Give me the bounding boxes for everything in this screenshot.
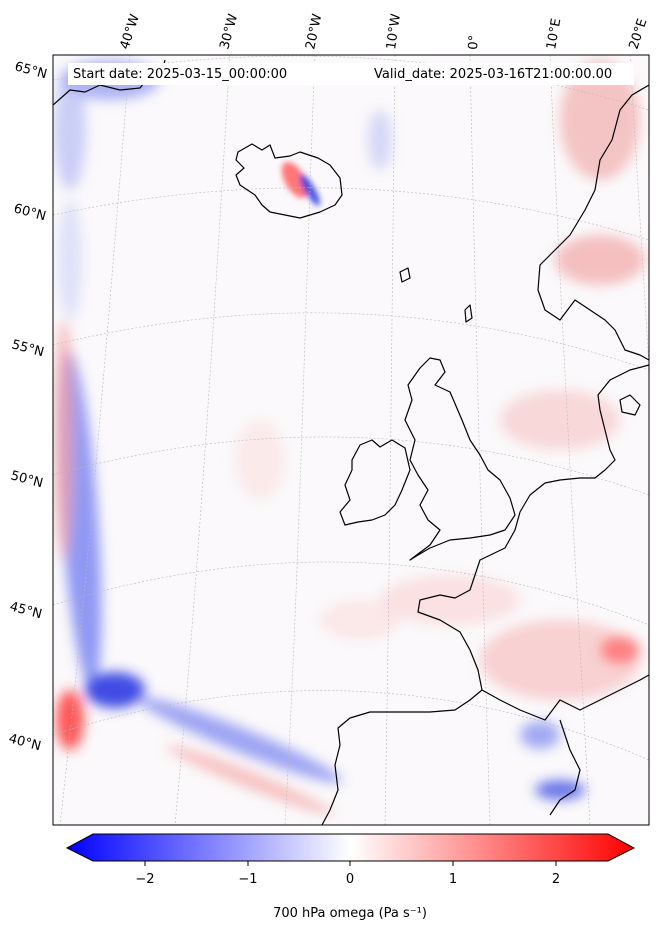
colorbar xyxy=(65,833,636,866)
lon-label: 40°W xyxy=(118,12,143,51)
sweden-lake-coast xyxy=(619,394,641,416)
britain-coast xyxy=(404,357,516,561)
lat-label: 55°N xyxy=(10,337,46,360)
colorbar-tick-label: −1 xyxy=(238,872,258,887)
lat-label: 40°N xyxy=(7,731,43,754)
colorbar-tick-label: −2 xyxy=(135,872,155,887)
colorbar-tick-label: 0 xyxy=(345,872,355,887)
norway-coast xyxy=(537,84,649,361)
start-date-label: Start date: 2025-03-15_00:00:00 xyxy=(71,67,290,82)
italy-coast xyxy=(549,719,581,816)
shetland-island xyxy=(464,304,473,323)
longitude-labels: 40°W 30°W 20°W 10°W 0° 10°E 20°E xyxy=(118,12,651,51)
lat-label: 65°N xyxy=(13,59,49,82)
ireland-coast xyxy=(339,439,411,526)
colorbar-tick-label: 2 xyxy=(551,872,561,887)
lon-label: 20°W xyxy=(303,12,325,50)
lon-label: 30°W xyxy=(217,12,241,51)
denmark-sweden-coast xyxy=(544,364,649,484)
lat-label: 60°N xyxy=(12,201,48,224)
lon-label: 10°W xyxy=(384,13,404,51)
colorbar-label: 700 hPa omega (Pa s⁻¹) xyxy=(273,906,427,921)
latitude-labels: 65°N 60°N 55°N 50°N 45°N 40°N xyxy=(7,59,49,754)
map-panel xyxy=(53,55,649,825)
lon-label: 0° xyxy=(466,34,482,50)
iceland-field xyxy=(281,161,320,206)
valid-date-label: Valid_date: 2025-03-16T21:00:00.00 xyxy=(372,67,615,82)
colorbar-tick-label: 1 xyxy=(448,872,458,887)
mediterranean-coast xyxy=(481,674,649,721)
map-frame xyxy=(52,54,650,826)
lat-label: 45°N xyxy=(8,599,44,622)
iceland-coast xyxy=(235,143,343,219)
lat-label: 50°N xyxy=(9,468,45,491)
colorbar-gradient xyxy=(65,833,636,862)
europe-mainland-coast xyxy=(321,482,546,825)
faroe-island xyxy=(399,267,411,283)
coastlines xyxy=(53,59,649,825)
lon-label: 10°E xyxy=(544,17,564,50)
lon-label: 20°E xyxy=(627,17,651,51)
